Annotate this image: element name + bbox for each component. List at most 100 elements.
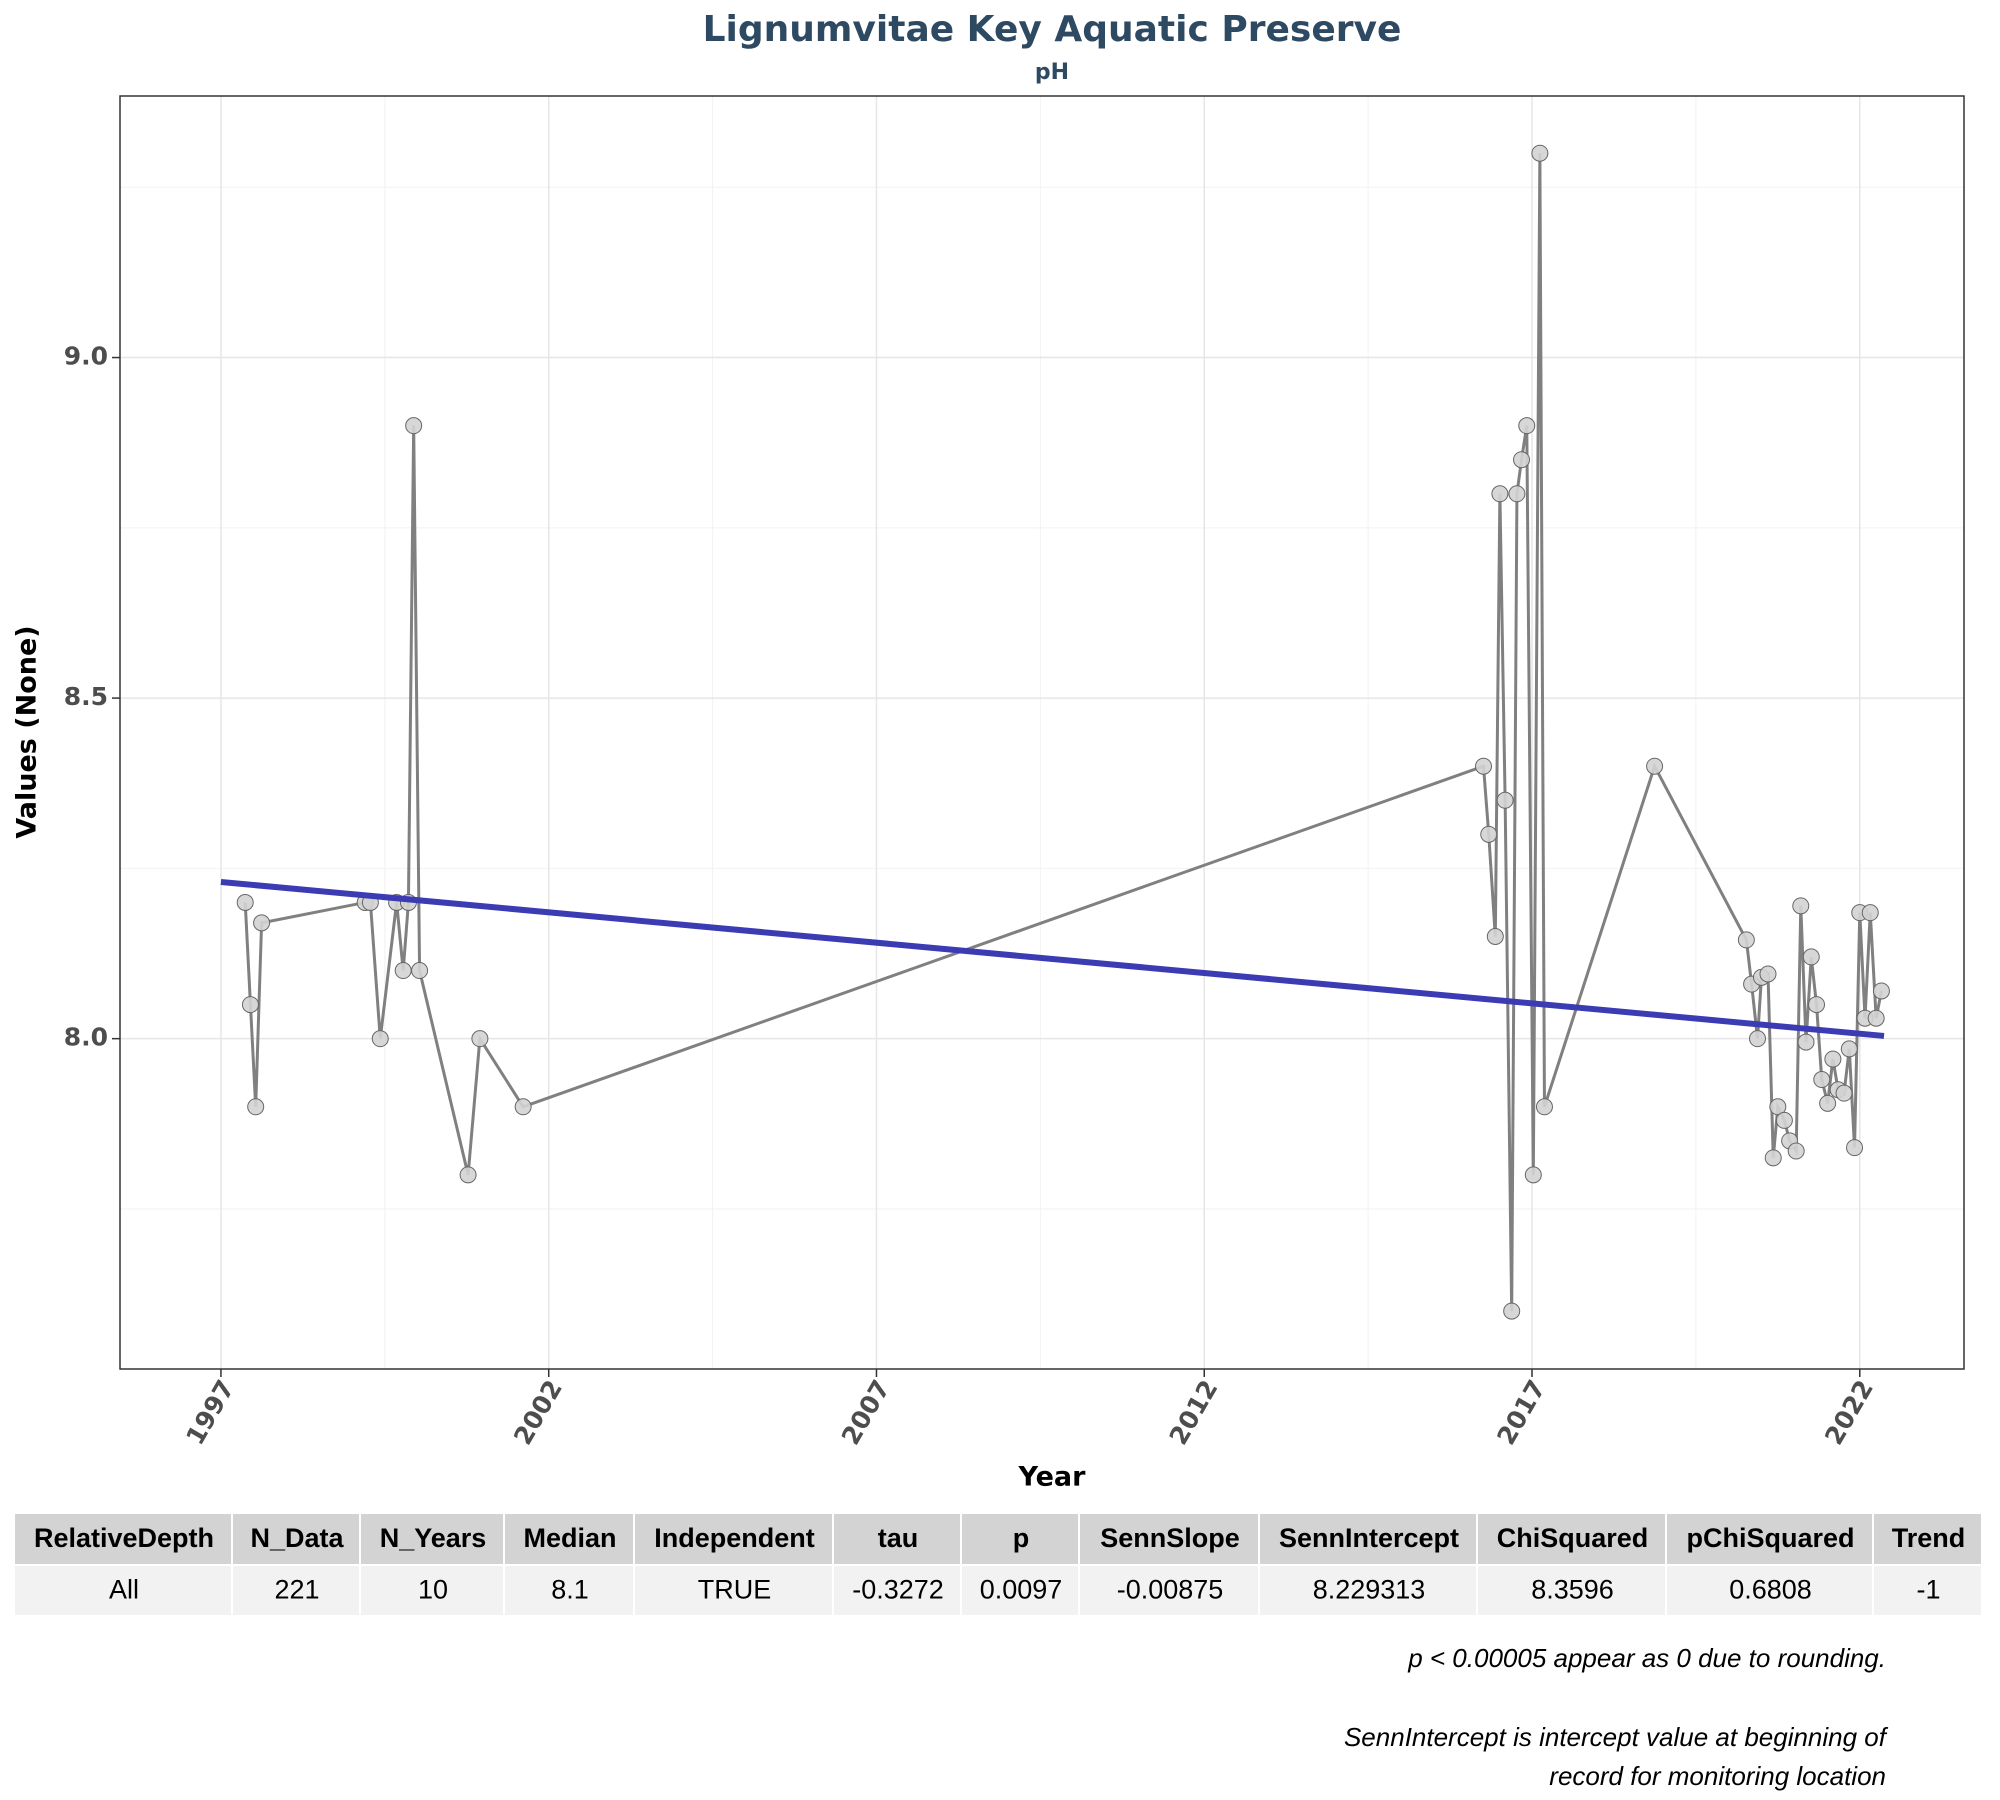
data-line — [243, 153, 1883, 1312]
data-point — [236, 893, 254, 911]
data-point — [1737, 931, 1755, 949]
data-point — [405, 417, 423, 435]
data-point — [1480, 825, 1498, 843]
trend-line — [220, 879, 1885, 1039]
table-cell — [962, 1566, 1078, 1615]
table-cell-text: 0.6808 — [1729, 1575, 1812, 1605]
table-header-cell — [361, 1514, 503, 1564]
table-header-text: Independent — [654, 1523, 815, 1553]
data-point — [1797, 1033, 1815, 1051]
table-cell — [1260, 1566, 1476, 1615]
table-cell — [361, 1566, 503, 1615]
data-point — [1496, 791, 1514, 809]
x-tick-label: 2012 — [1164, 1375, 1224, 1450]
data-point — [1508, 485, 1526, 503]
table-header-cell — [1478, 1514, 1665, 1564]
data-point — [1824, 1050, 1842, 1068]
data-point — [1867, 1009, 1885, 1027]
chart-subtitle: pH — [1035, 60, 1069, 85]
data-point — [1872, 982, 1890, 1000]
y-tick-label: 9.0 — [64, 342, 108, 371]
table-header-cell — [834, 1514, 960, 1564]
data-point — [1808, 996, 1826, 1014]
chart-title: Lignumvitae Key Aquatic Preserve — [703, 9, 1402, 50]
y-tick-label: 8.0 — [64, 1023, 108, 1052]
table-header-cell — [1667, 1514, 1872, 1564]
data-point — [1759, 965, 1777, 983]
note: p < 0.00005 appear as 0 due to rounding. — [1407, 1643, 1886, 1673]
note: record for monitoring location — [1549, 1761, 1886, 1791]
data-point — [1775, 1111, 1793, 1129]
table-cell — [1667, 1566, 1872, 1615]
data-point — [459, 1166, 477, 1184]
table-cell — [233, 1566, 359, 1615]
data-point — [1486, 927, 1504, 945]
table-header-text: RelativeDepth — [34, 1523, 214, 1553]
data-point — [1764, 1149, 1782, 1167]
table-cell-text: 8.229313 — [1313, 1575, 1426, 1605]
table-header-cell — [635, 1514, 832, 1564]
data-point — [411, 962, 429, 980]
data-point — [1861, 904, 1879, 922]
table-cell — [1080, 1566, 1258, 1615]
table-cell-text: 8.1 — [551, 1575, 589, 1605]
table-header-text: tau — [878, 1523, 919, 1553]
table-header-text: SennIntercept — [1279, 1523, 1459, 1553]
data-point — [1787, 1142, 1805, 1160]
table-header-cell — [15, 1514, 231, 1564]
table-cell-text: All — [109, 1575, 139, 1605]
data-point — [1792, 897, 1810, 915]
data-point — [253, 914, 271, 932]
table-header-text: Trend — [1892, 1523, 1966, 1553]
data-point — [1503, 1302, 1521, 1320]
data-point — [514, 1098, 532, 1116]
plot-frame — [119, 95, 1965, 1370]
data-point — [1769, 1098, 1787, 1116]
y-tick-label: 8.5 — [64, 682, 108, 711]
data-point — [394, 962, 412, 980]
data-point — [1802, 948, 1820, 966]
table-cell-text: -0.3272 — [852, 1575, 944, 1605]
table-header-text: Median — [523, 1523, 616, 1553]
table-header-cell — [962, 1514, 1078, 1564]
data-point — [1524, 1166, 1542, 1184]
table-cell — [15, 1566, 231, 1615]
x-axis-title: Year — [1018, 1462, 1087, 1493]
x-tick-label: 2002 — [508, 1375, 568, 1450]
table-header-text: SennSlope — [1100, 1523, 1240, 1553]
table-header-cell — [233, 1514, 359, 1564]
table-cell-text: -1 — [1916, 1575, 1940, 1605]
data-point — [1513, 451, 1531, 469]
y-axis-title: Values (None) — [12, 625, 43, 838]
table-cell — [834, 1566, 960, 1615]
table-header-text: pChiSquared — [1686, 1523, 1854, 1553]
table-cell-text: 221 — [274, 1575, 319, 1605]
table-cell — [635, 1566, 832, 1615]
data-point — [247, 1098, 265, 1116]
x-tick-label: 1997 — [180, 1375, 240, 1450]
data-point — [1518, 417, 1536, 435]
table-header-cell — [1260, 1514, 1476, 1564]
table-cell-text: 0.0097 — [980, 1575, 1063, 1605]
data-point — [1646, 757, 1664, 775]
table-cell-text: 10 — [418, 1575, 448, 1605]
table-header-text: N_Data — [250, 1523, 344, 1553]
table-header-cell — [1874, 1514, 1981, 1564]
table-header-text: p — [1013, 1523, 1030, 1553]
table-cell — [1874, 1566, 1981, 1615]
table-cell — [1478, 1566, 1665, 1615]
data-point — [1813, 1071, 1831, 1089]
data-point — [1840, 1040, 1858, 1058]
data-point — [1491, 485, 1509, 503]
data-point — [1535, 1098, 1553, 1116]
data-point — [1531, 144, 1549, 162]
data-point — [471, 1030, 489, 1048]
data-point — [1474, 757, 1492, 775]
table-cell-text: -0.00875 — [1117, 1575, 1224, 1605]
note: SennIntercept is intercept value at begi… — [1344, 1722, 1889, 1752]
x-tick-label: 2007 — [836, 1375, 896, 1450]
table-cell-text: TRUE — [698, 1575, 772, 1605]
table-header-cell — [505, 1514, 633, 1564]
table-header-text: ChiSquared — [1497, 1523, 1649, 1553]
